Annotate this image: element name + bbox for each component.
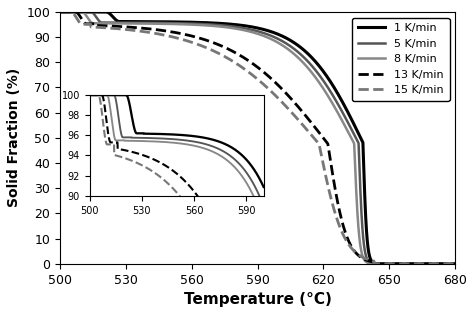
Y-axis label: Solid Fraction (%): Solid Fraction (%) <box>7 68 21 208</box>
X-axis label: Temperature (°C): Temperature (°C) <box>183 292 331 307</box>
Legend: 1 K/min, 5 K/min, 8 K/min, 13 K/min, 15 K/min: 1 K/min, 5 K/min, 8 K/min, 13 K/min, 15 … <box>352 18 449 101</box>
